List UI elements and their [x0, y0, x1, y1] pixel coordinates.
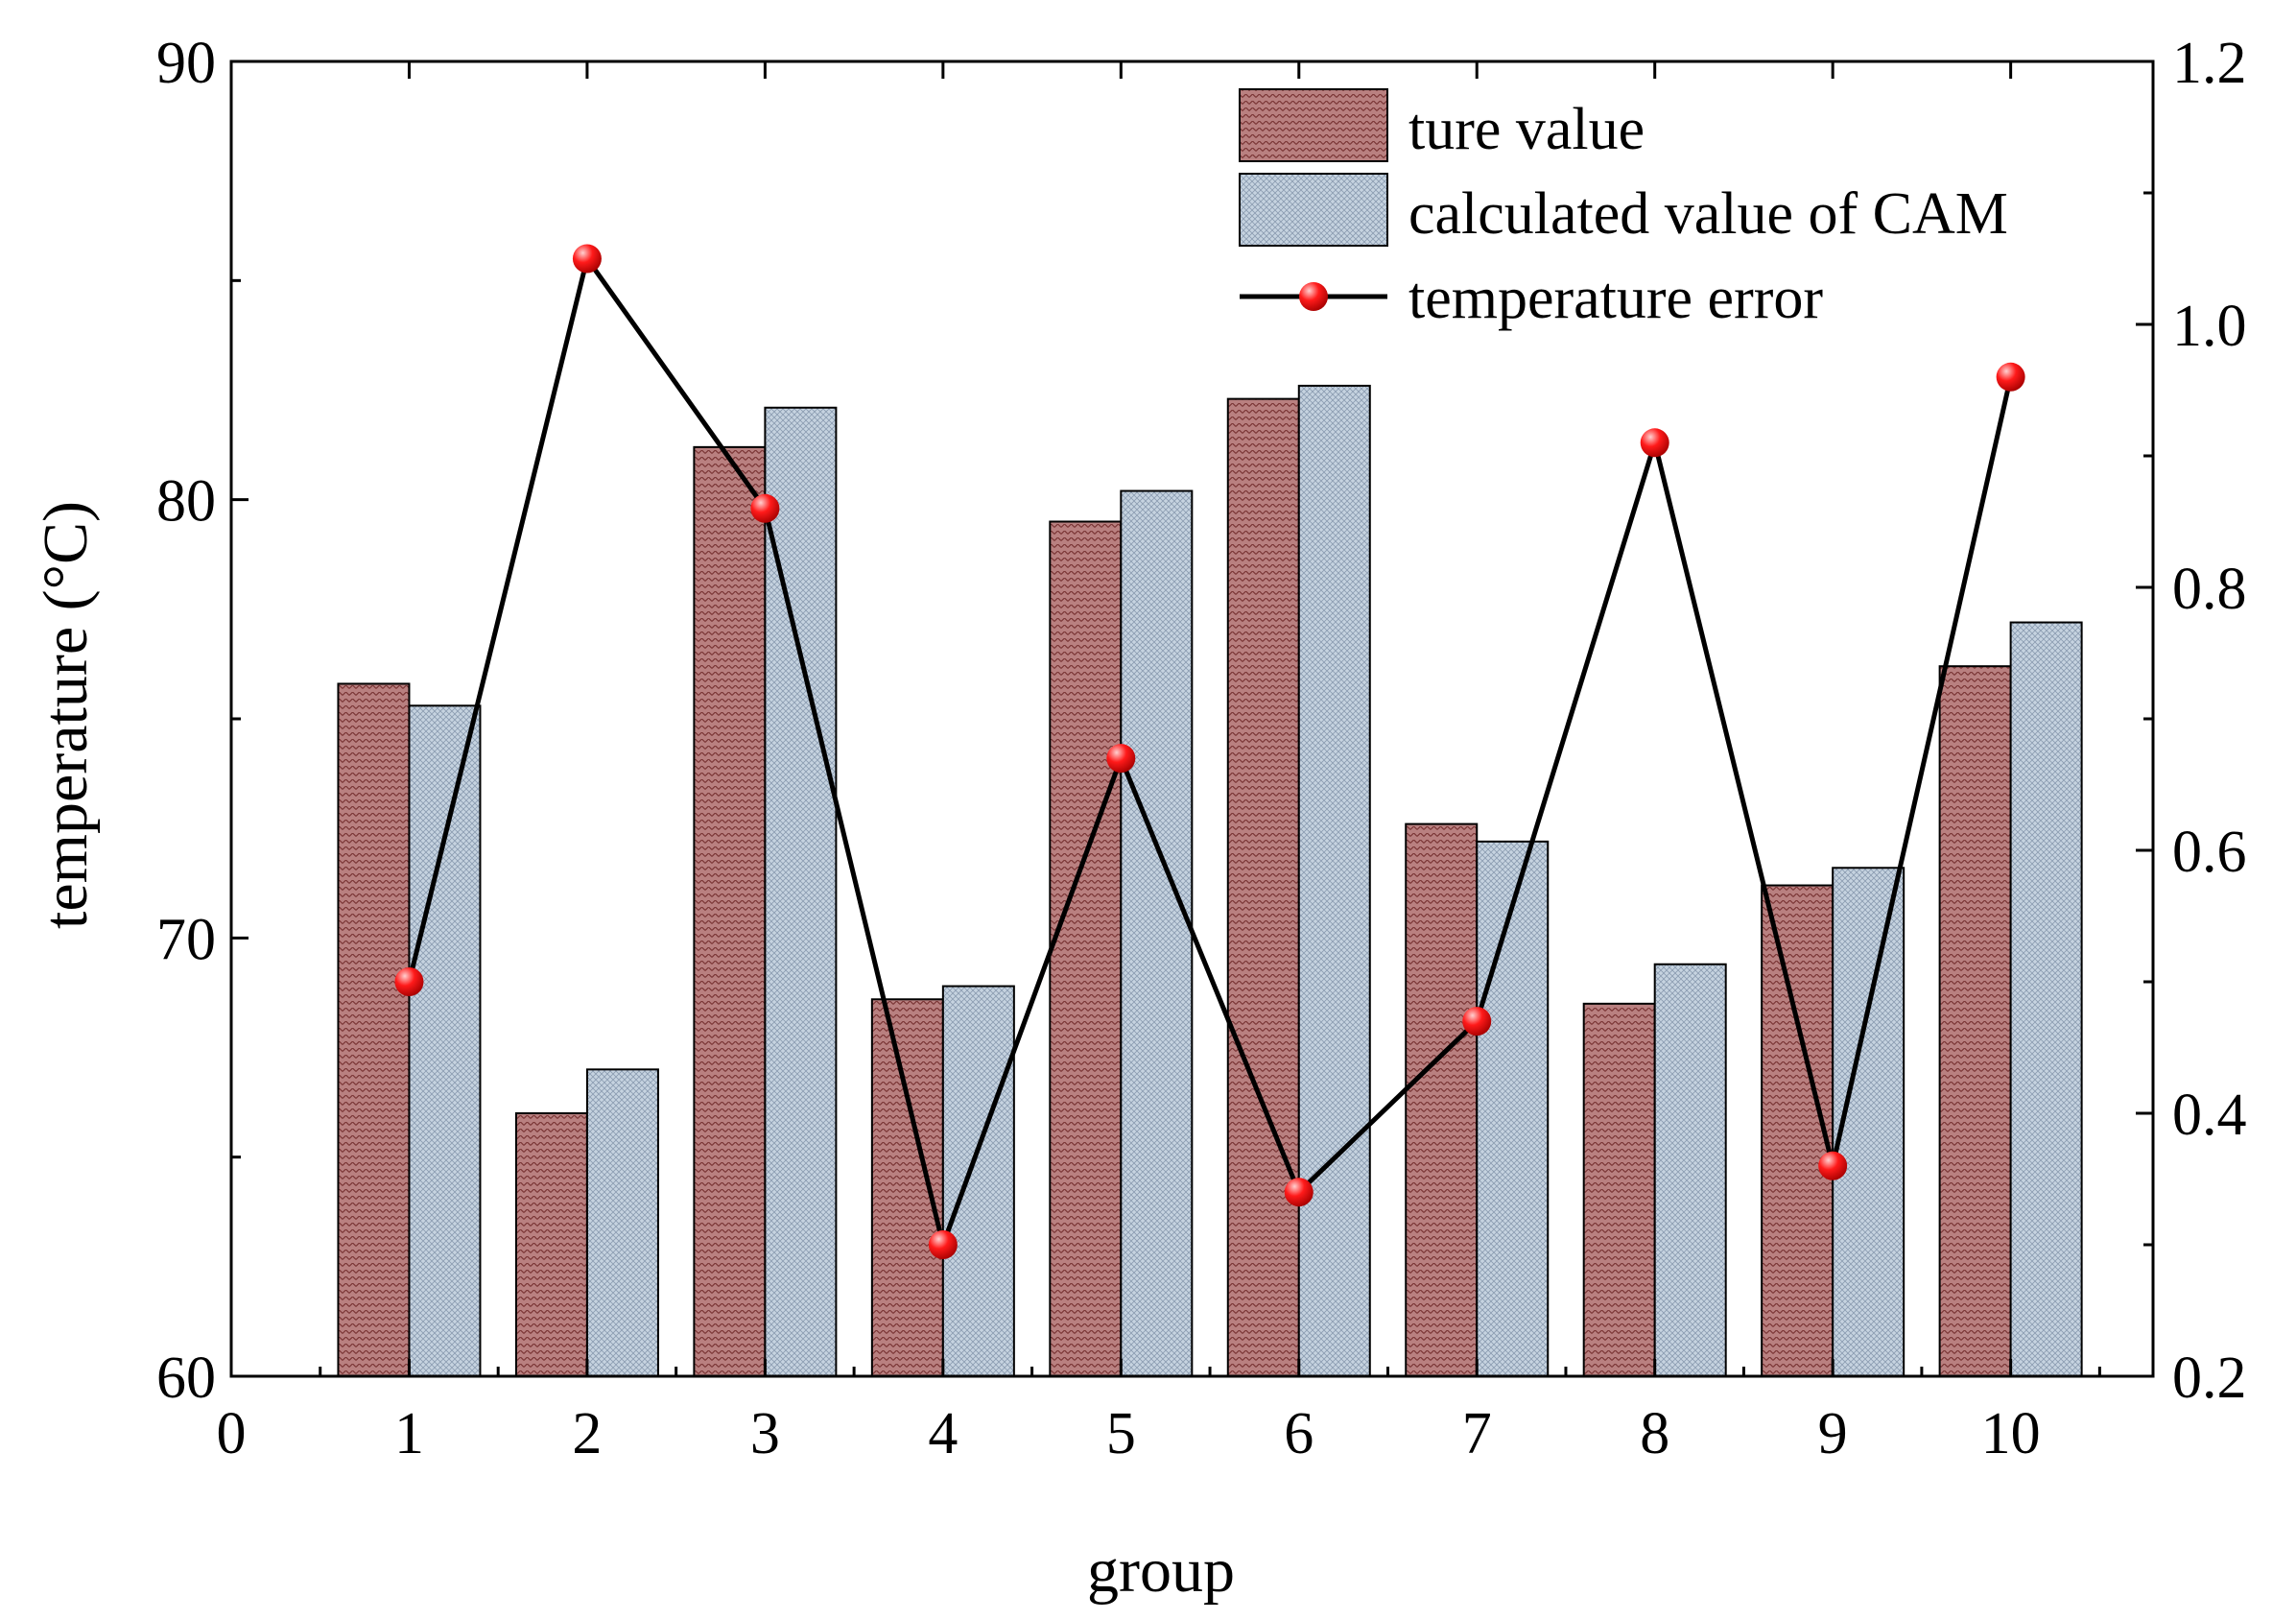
y-tick-label: 70 [156, 907, 216, 972]
y-tick-label: 90 [156, 31, 216, 96]
temperature-error-point-5 [1106, 744, 1136, 774]
y2-tick-label: 0.4 [2172, 1083, 2247, 1148]
x-tick-label: 7 [1462, 1401, 1492, 1466]
y2-tick-label: 0.2 [2172, 1346, 2247, 1411]
y2-tick-label: 1.2 [2172, 31, 2247, 96]
temperature-error-point-3 [750, 493, 780, 523]
axes-layer: 0 1 2 3 4 5 6 7 8 9 10 60 70 80 90 0.2 0.4 0.6 0.8 1.0 1.2 [156, 31, 2247, 1466]
bar-true-value-2 [514, 1112, 588, 1377]
x-tick-label: 6 [1284, 1401, 1314, 1466]
bar-cam-value-6 [1297, 384, 1371, 1377]
temperature-error-point-6 [1284, 1178, 1314, 1207]
legend-marker-temperature-error [1299, 282, 1328, 311]
temperature-error-point-9 [1818, 1151, 1848, 1180]
bar-cam-value-7 [1476, 840, 1550, 1377]
bar-true-value-1 [337, 682, 411, 1377]
y2-tick-label: 0.6 [2172, 820, 2247, 885]
temperature-error-line [407, 252, 2014, 1253]
y2-tick-label: 0.8 [2172, 557, 2247, 622]
bar-true-value-10 [1938, 665, 2012, 1377]
x-tick-label: 8 [1640, 1401, 1669, 1466]
bar-cam-value-10 [2009, 621, 2083, 1377]
bar-true-value-7 [1405, 822, 1479, 1377]
bar-cam-value-8 [1653, 963, 1727, 1377]
temperature-error-point-8 [1640, 428, 1669, 458]
legend-label-temperature-error: temperature error [1408, 266, 1823, 331]
legend-swatch-true-value [1239, 88, 1388, 162]
legend: ture value calculated value of CAM tempe… [1239, 88, 2008, 331]
y-axis-title: temperature (°C) [31, 501, 101, 929]
bars-layer [337, 384, 2083, 1378]
x-axis-title: group [1087, 1536, 1235, 1606]
temperature-error-point-2 [572, 244, 602, 274]
legend-swatch-cam-value [1239, 173, 1388, 247]
bar-true-value-4 [870, 998, 944, 1378]
temperature-error-point-10 [1996, 362, 2025, 392]
x-tick-label: 5 [1106, 1401, 1136, 1466]
x-tick-label: 9 [1818, 1401, 1848, 1466]
temperature-error-point-7 [1462, 1007, 1492, 1036]
y2-tick-label: 1.0 [2172, 294, 2247, 359]
x-tick-label: 0 [217, 1401, 247, 1466]
bar-true-value-6 [1226, 397, 1300, 1377]
bar-cam-value-4 [941, 985, 1015, 1377]
bar-cam-value-2 [585, 1068, 659, 1378]
bar-true-value-9 [1761, 884, 1834, 1377]
bar-true-value-3 [693, 445, 767, 1378]
bar-true-value-5 [1049, 520, 1123, 1377]
bar-cam-value-3 [764, 406, 838, 1377]
y-tick-label: 60 [156, 1346, 216, 1411]
bar-true-value-8 [1582, 1002, 1656, 1378]
x-tick-label: 1 [394, 1401, 424, 1466]
bar-cam-value-5 [1120, 489, 1194, 1377]
temperature-error-point-1 [394, 967, 424, 996]
bar-cam-value-1 [408, 704, 482, 1377]
temperature-error-point-4 [928, 1230, 958, 1259]
legend-label-true-value: ture value [1408, 97, 1645, 162]
x-tick-label: 10 [1981, 1401, 2041, 1466]
line-layer [394, 244, 2025, 1259]
x-tick-label: 4 [928, 1401, 958, 1466]
x-tick-label: 2 [572, 1401, 602, 1466]
legend-label-cam-value: calculated value of CAM [1408, 181, 2008, 247]
x-tick-label: 3 [750, 1401, 780, 1466]
y-tick-label: 80 [156, 469, 216, 535]
